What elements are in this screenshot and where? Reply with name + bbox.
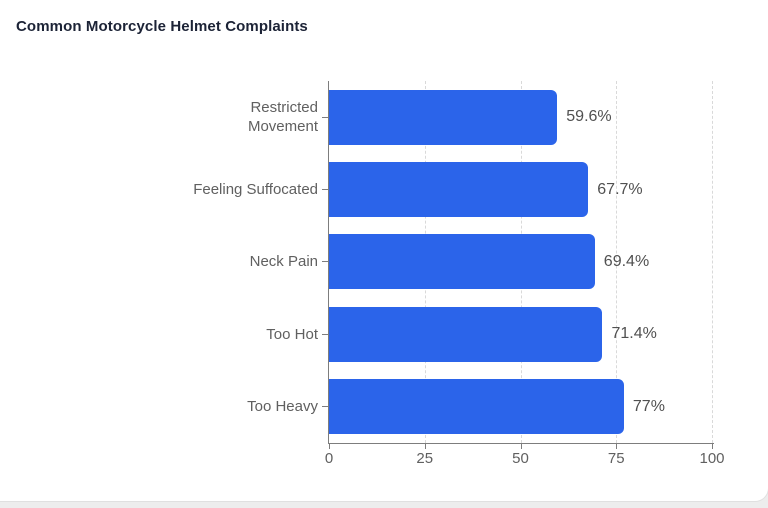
value-label-feeling-suffocated: 67.7% [597,180,643,198]
category-label-too-heavy: Too Heavy [247,398,318,416]
x-axis-tick-label-0: 0 [324,450,334,467]
bar-too-heavy[interactable] [329,379,624,435]
category-tick-restricted-movement [322,116,328,118]
x-axis-tick-label-25: 25 [416,450,434,467]
category-tick-too-heavy [322,406,328,408]
value-label-too-hot: 71.4% [611,325,657,343]
value-label-restricted-movement: 59.6% [566,108,612,126]
bar-feeling-suffocated[interactable] [329,162,589,218]
bar-row-too-heavy: Too Heavy 77% [0,371,768,443]
bar-neck-pain[interactable] [329,234,595,290]
plot-area: 0 25 50 75 100 Restricted Movement 59.6% Feelin… [0,81,768,467]
gridline-100 [712,81,713,443]
x-axis-tick-0 [329,444,330,449]
x-axis-tick-label-75: 75 [607,450,625,467]
category-label-too-hot: Too Hot [266,325,318,343]
category-tick-feeling-suffocated [322,189,328,191]
gridline-75 [616,81,618,443]
x-axis-tick-25 [424,444,426,449]
value-label-too-heavy: 77% [632,397,665,415]
x-axis-line [328,443,714,444]
category-label-neck-pain: Neck Pain [249,253,318,271]
bar-restricted-movement[interactable] [329,89,558,145]
x-axis-tick-75 [616,444,618,449]
x-axis-tick-label-50: 50 [512,450,529,467]
bar-row-restricted-movement: Restricted Movement 59.6% [0,81,768,153]
bar-too-hot[interactable] [329,306,603,362]
bar-row-neck-pain: Neck Pain 69.4% [0,226,768,298]
y-axis-line [328,81,329,443]
x-axis-tick-50 [520,444,522,449]
bar-row-too-hot: Too Hot 71.4% [0,298,768,370]
x-axis-tick-label-100: 100 [699,450,725,467]
category-tick-too-hot [322,333,328,335]
category-label-feeling-suffocated: Feeling Suffocated [193,181,318,199]
bar-row-feeling-suffocated: Feeling Suffocated 67.7% [0,153,768,225]
x-axis-tick-100 [712,444,713,449]
chart-title: Common Motorcycle Helmet Complaints [16,18,308,35]
category-tick-neck-pain [322,261,328,263]
category-label-restricted-movement: Restricted Movement [247,99,318,136]
value-label-neck-pain: 69.4% [603,252,650,270]
